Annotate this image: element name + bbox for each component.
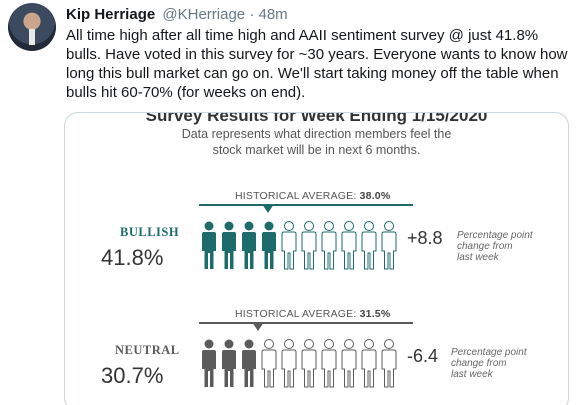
- neutral-people-chart: [202, 339, 397, 388]
- tweet-header: Kip Herriage @KHerriage · 48m: [66, 6, 288, 23]
- empty-person-icon: [341, 221, 357, 270]
- neutral-historical-average: HISTORICAL AVERAGE: 31.5%: [235, 308, 391, 320]
- neutral-historical-bar: [199, 322, 413, 324]
- survey-subtitle: Data represents what direction members f…: [181, 127, 452, 157]
- bullish-change: +8.8: [407, 228, 443, 248]
- empty-person-icon: [321, 339, 337, 388]
- neutral-percent: 30.7%: [101, 363, 164, 388]
- bullish-historical-average: HISTORICAL AVERAGE: 38.0%: [235, 190, 391, 202]
- empty-person-icon: [301, 339, 317, 388]
- empty-person-icon: [301, 221, 317, 270]
- empty-person-icon: [381, 221, 397, 270]
- neutral-average-marker: [252, 322, 264, 331]
- filled-person-icon: [262, 221, 276, 269]
- filled-person-icon: [222, 339, 236, 387]
- empty-person-icon: [361, 339, 377, 388]
- survey-title: Survey Results for Week Ending 1/15/2020: [145, 112, 488, 125]
- empty-person-icon: [281, 221, 297, 270]
- tweet-text: All time high after all time high and AA…: [66, 27, 568, 101]
- bullish-change-note: Percentage point change from last week: [457, 230, 533, 263]
- bullish-average-marker: [262, 204, 274, 213]
- author-handle[interactable]: @KHerriage: [162, 6, 246, 23]
- empty-person-icon: [321, 221, 337, 270]
- attached-image-card[interactable]: Survey Results for Week Ending 1/15/2020…: [64, 112, 569, 405]
- filled-person-icon: [202, 339, 216, 387]
- filled-person-icon: [242, 339, 256, 387]
- empty-person-icon: [341, 339, 357, 388]
- author-avatar[interactable]: [8, 3, 56, 51]
- filled-person-icon: [242, 221, 256, 269]
- empty-person-icon: [261, 339, 277, 388]
- bullish-label: BULLISH: [120, 225, 180, 239]
- neutral-change: -6.4: [407, 346, 439, 366]
- empty-person-icon: [361, 221, 377, 270]
- neutral-label: NEUTRAL: [115, 343, 180, 357]
- tweet-timestamp[interactable]: 48m: [258, 6, 288, 23]
- filled-person-icon: [222, 221, 236, 269]
- header-separator: ·: [249, 6, 255, 23]
- author-name[interactable]: Kip Herriage: [66, 6, 156, 23]
- filled-person-icon: [202, 221, 216, 269]
- bullish-people-chart: [202, 221, 397, 270]
- bullish-historical-bar: [199, 204, 413, 206]
- neutral-change-note: Percentage point change from last week: [451, 347, 527, 380]
- bullish-percent: 41.8%: [101, 245, 164, 270]
- empty-person-icon: [381, 339, 397, 388]
- empty-person-icon: [281, 339, 297, 388]
